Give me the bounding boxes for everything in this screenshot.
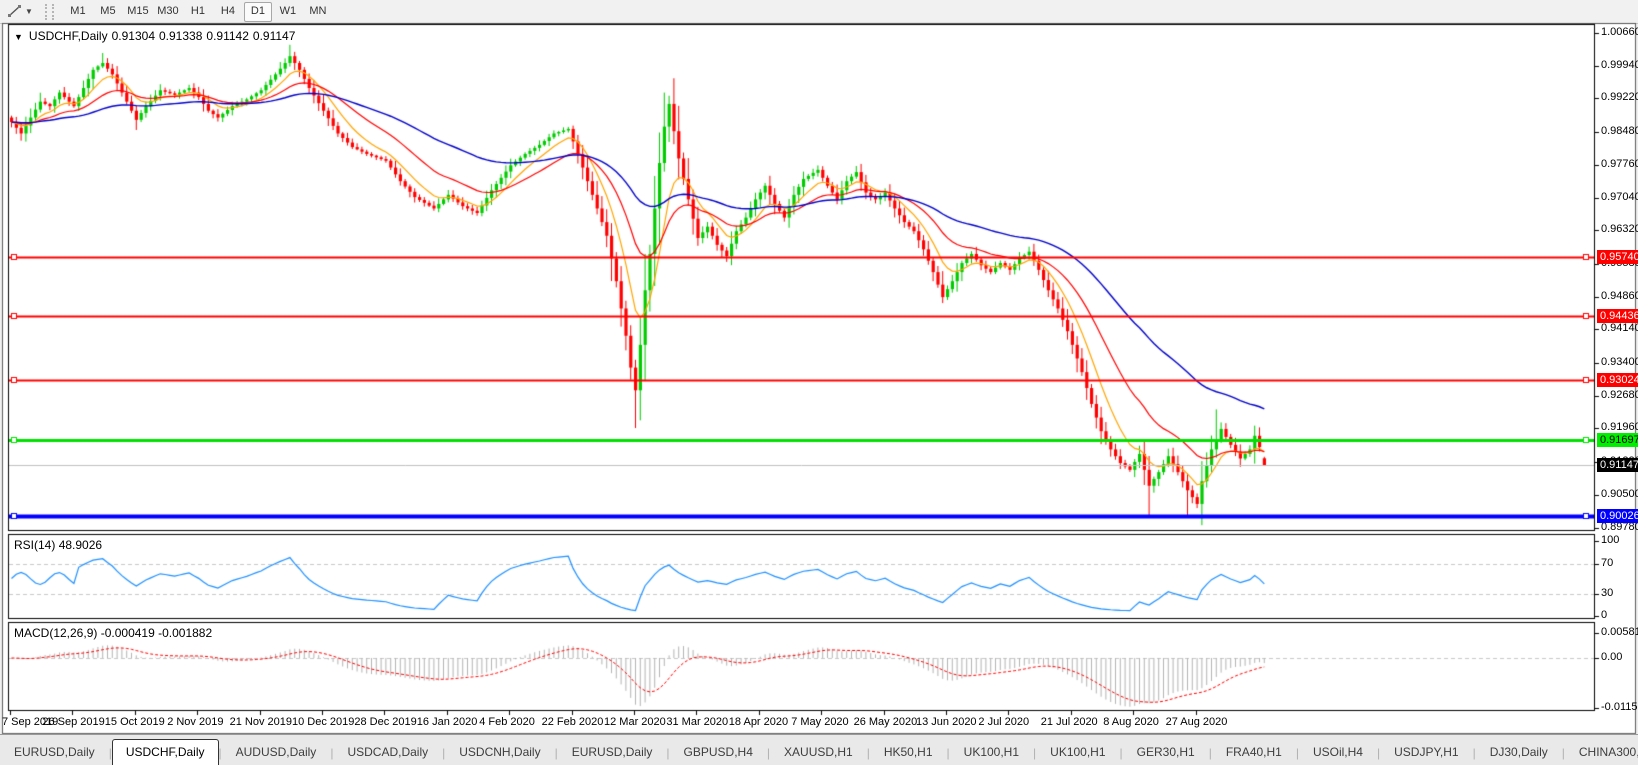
hline-price-tag: 0.94436: [1597, 308, 1638, 323]
chart-tab-13[interactable]: USOil,H4: [1312, 745, 1363, 759]
price-axis-label: 0.97040: [1601, 190, 1638, 203]
price-high: 0.91338: [159, 29, 203, 43]
date-axis-label: 4 Feb 2020: [479, 716, 535, 728]
rsi-axis-label: 0: [1601, 609, 1608, 621]
chart-tab-bar: EURUSD,Daily | USDCHF,Daily | AUDUSD,Daily | U…: [0, 734, 1638, 765]
price-axis-label: 0.97760: [1601, 157, 1638, 170]
rsi-axis-label: 30: [1601, 586, 1614, 599]
rsi-value: 48.9026: [58, 538, 103, 552]
tab-separator: |: [1119, 746, 1123, 760]
rsi-axis-label: 70: [1601, 556, 1614, 569]
chart-tab-6[interactable]: GBPUSD,H4: [683, 745, 753, 759]
macd-axis-label: 0.005818: [1601, 625, 1638, 638]
tab-separator: |: [1376, 746, 1381, 760]
chart-tab-15[interactable]: DJ30,Daily: [1489, 745, 1548, 759]
price-axis-label: 0.94140: [1601, 322, 1638, 335]
rsi-axis-label: 100: [1601, 534, 1620, 546]
date-axis-label: 21 Nov 2019: [229, 716, 292, 728]
chart-tab-11[interactable]: GER30,H1: [1136, 745, 1195, 759]
date-axis-label: 26 May 2020: [853, 716, 918, 728]
date-axis-label: 22 Feb 2020: [541, 716, 604, 728]
tab-separator: |: [1208, 746, 1212, 760]
price-axis-label: 0.99940: [1601, 58, 1638, 71]
price-low: 0.91142: [206, 29, 249, 43]
tab-separator: |: [1561, 746, 1565, 760]
chart-tab-1[interactable]: USDCHF,Daily: [111, 739, 219, 765]
price-axis-label: 0.90500: [1601, 487, 1638, 500]
chart-tab-14[interactable]: USDJPY,H1: [1394, 745, 1459, 759]
date-axis-label: 31 Mar 2020: [666, 716, 729, 728]
date-axis-label: 26 Sep 2019: [42, 716, 105, 728]
macd-label: MACD(12,26,9) -0.000419 -0.001882: [14, 626, 212, 640]
tab-separator: |: [946, 746, 950, 760]
chart-tab-4[interactable]: USDCNH,Daily: [459, 745, 541, 759]
date-axis-label: 27 Aug 2020: [1165, 716, 1228, 728]
chart-tab-7[interactable]: XAUUSD,H1: [784, 745, 853, 759]
date-axis-label: 28 Dec 2019: [354, 716, 417, 728]
macd-value-signal: -0.001882: [158, 626, 213, 640]
macd-title: MACD(12,26,9): [14, 626, 98, 640]
chart-tab-16[interactable]: CHINA300,H1: [1578, 745, 1638, 759]
date-axis-label: 18 Apr 2020: [728, 716, 789, 728]
price-axis-label: 0.98480: [1601, 125, 1638, 138]
date-axis-label: 13 Jun 2020: [916, 716, 977, 728]
price-axis-label: 0.99220: [1601, 91, 1638, 104]
chart-tab-0[interactable]: EURUSD,Daily: [14, 745, 95, 759]
tab-separator: |: [1033, 746, 1037, 760]
price-close: 0.91147: [252, 29, 296, 43]
current-price-tag: 0.91147: [1597, 458, 1638, 473]
chart-tab-3[interactable]: USDCAD,Daily: [347, 745, 429, 759]
chart-tab-2[interactable]: AUDUSD,Daily: [235, 745, 317, 759]
chart-tab-12[interactable]: FRA40,H1: [1225, 745, 1282, 759]
date-axis-label: 7 Sep 2019: [2, 716, 59, 728]
price-axis-label: 0.89780: [1601, 520, 1638, 533]
hline-price-tag: 0.90026: [1597, 509, 1638, 524]
date-axis-label: 21 Jul 2020: [1040, 716, 1098, 728]
price-axis-label: 0.91960: [1601, 421, 1638, 434]
macd-axis-label: -0.011514: [1601, 700, 1638, 713]
tab-separator: |: [1295, 746, 1299, 760]
chart-header: ▼ USDCHF,Daily 0.91304 0.91338 0.91142 0.9114…: [14, 29, 299, 43]
chart-tab-5[interactable]: EURUSD,Daily: [571, 745, 653, 759]
tab-separator: |: [1472, 746, 1476, 760]
tab-separator: |: [442, 746, 446, 760]
hline-price-tag: 0.95740: [1597, 249, 1638, 264]
tab-separator: |: [218, 746, 222, 760]
price-open: 0.91304: [111, 29, 155, 43]
symbol-title: USDCHF,Daily: [28, 29, 108, 43]
rsi-label: RSI(14) 48.9026: [14, 538, 102, 552]
chart-tab-10[interactable]: UK100,H1: [1050, 745, 1106, 759]
date-axis-label: 7 May 2020: [791, 716, 849, 728]
date-axis-label: 16 Jan 2020: [416, 716, 478, 728]
price-axis-label: 0.92680: [1601, 388, 1638, 401]
date-axis-label: 2 Nov 2019: [167, 716, 224, 728]
macd-axis-label: 0.00: [1601, 651, 1623, 663]
price-axis-label: 1.00660: [1601, 26, 1638, 38]
macd-value-main: -0.000419: [100, 626, 155, 640]
chart-tab-8[interactable]: HK50,H1: [883, 745, 933, 759]
hline-price-tag: 0.91697: [1597, 433, 1638, 448]
price-axis-label: 0.94860: [1601, 289, 1638, 302]
price-axis-label: 0.96320: [1601, 223, 1638, 236]
tab-separator: |: [108, 746, 112, 760]
tab-separator: |: [766, 746, 771, 760]
symbol-dropdown-icon[interactable]: ▼: [14, 32, 23, 42]
tab-separator: |: [866, 746, 870, 760]
date-axis-label: 2 Jul 2020: [978, 716, 1030, 728]
rsi-title: RSI(14): [14, 538, 56, 552]
hline-price-tag: 0.93024: [1597, 373, 1638, 388]
tab-separator: |: [554, 746, 558, 760]
price-axis-label: 0.93400: [1601, 356, 1638, 369]
date-axis-label: 15 Oct 2019: [104, 716, 165, 728]
date-axis-label: 8 Aug 2020: [1103, 716, 1159, 728]
tab-separator: |: [330, 746, 334, 760]
tab-separator: |: [666, 746, 670, 760]
date-axis-label: 12 Mar 2020: [604, 716, 666, 728]
date-axis-label: 10 Dec 2019: [292, 716, 355, 728]
chart-tab-9[interactable]: UK100,H1: [963, 745, 1020, 759]
